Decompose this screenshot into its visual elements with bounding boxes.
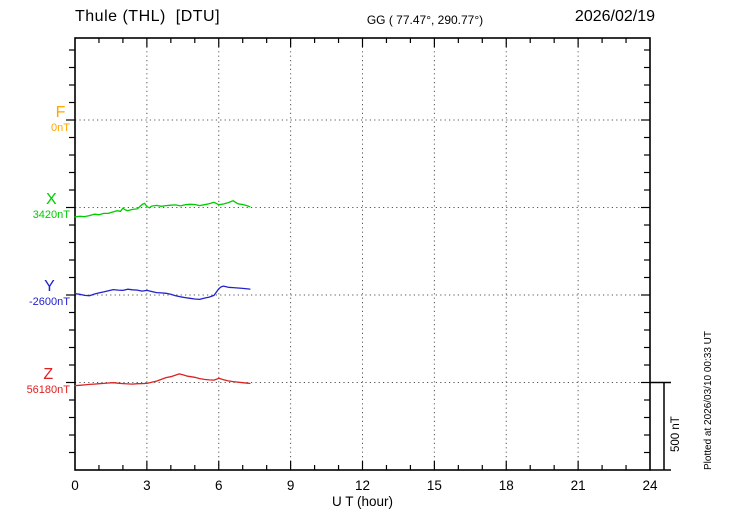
series-letter-x: X: [46, 191, 57, 208]
series-label-x: X 3420nT: [33, 192, 70, 222]
svg-text:9: 9: [287, 478, 295, 493]
series-letter-f: F: [55, 104, 66, 121]
svg-text:24: 24: [642, 478, 658, 493]
plotted-at-timestamp: Plotted at 2026/03/10 00:33 UT: [703, 331, 714, 470]
series-baseline-y: -2600nT: [29, 296, 70, 308]
series-baseline-f: 0nT: [51, 122, 70, 134]
trace-x: [74, 200, 251, 218]
series-label-f: F 0nT: [51, 105, 70, 135]
x-axis-label: U T (hour): [331, 494, 394, 509]
svg-text:21: 21: [571, 478, 586, 493]
plot-date: 2026/02/19: [574, 8, 655, 25]
series-baseline-x: 3420nT: [32, 209, 70, 221]
series-letter-z: Z: [43, 366, 54, 383]
trace-y: [74, 285, 251, 301]
series-label-z: Z 56180nT: [27, 367, 70, 397]
svg-text:0: 0: [71, 478, 79, 493]
svg-text:12: 12: [355, 478, 370, 493]
svg-text:18: 18: [499, 478, 514, 493]
series-label-y: Y -2600nT: [29, 279, 70, 309]
geographic-coordinates: GG ( 77.47°, 290.77°): [366, 13, 484, 27]
svg-text:6: 6: [215, 478, 223, 493]
svg-text:15: 15: [427, 478, 442, 493]
series-baseline-z: 56180nT: [26, 384, 70, 396]
series-letter-y: Y: [44, 278, 55, 295]
svg-text:3: 3: [143, 478, 151, 493]
station-title: Thule (THL) [DTU]: [75, 8, 221, 25]
trace-z: [74, 373, 251, 387]
scale-bar-label: 500 nT: [670, 416, 682, 452]
